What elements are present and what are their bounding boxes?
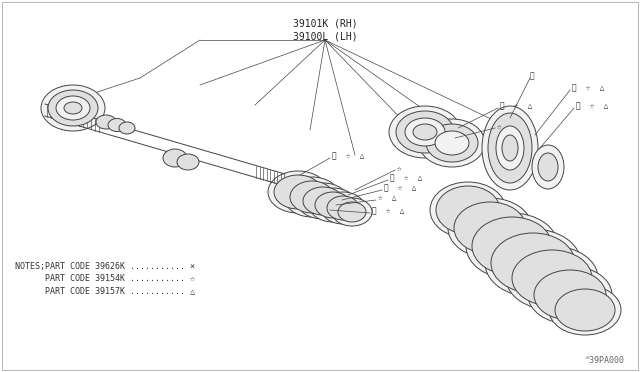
Ellipse shape <box>405 118 445 146</box>
Ellipse shape <box>327 196 359 220</box>
Ellipse shape <box>448 198 532 258</box>
Ellipse shape <box>274 175 322 209</box>
Ellipse shape <box>491 233 575 293</box>
Ellipse shape <box>309 188 357 222</box>
Text: PART CODE 39154K ........... ☆: PART CODE 39154K ........... ☆ <box>15 274 195 283</box>
Ellipse shape <box>303 187 343 215</box>
Ellipse shape <box>413 124 437 140</box>
Ellipse shape <box>290 181 334 213</box>
Ellipse shape <box>532 145 564 189</box>
Ellipse shape <box>488 113 532 183</box>
Text: ※: ※ <box>530 71 534 80</box>
Ellipse shape <box>482 106 538 190</box>
Ellipse shape <box>268 171 328 213</box>
Text: ☆: ☆ <box>397 164 402 173</box>
Text: 39101K (RH)
39100L (LH): 39101K (RH) 39100L (LH) <box>292 18 357 41</box>
Ellipse shape <box>338 202 366 222</box>
Ellipse shape <box>332 198 372 226</box>
Text: ※  ☆  △: ※ ☆ △ <box>390 173 422 183</box>
Ellipse shape <box>538 153 558 181</box>
Text: ※  ☆  △: ※ ☆ △ <box>372 206 404 215</box>
Ellipse shape <box>119 122 135 134</box>
Text: ☆: ☆ <box>497 122 502 131</box>
Ellipse shape <box>396 111 454 153</box>
Ellipse shape <box>435 131 469 155</box>
Ellipse shape <box>177 154 199 170</box>
Ellipse shape <box>419 119 485 167</box>
Ellipse shape <box>466 213 558 279</box>
Ellipse shape <box>528 266 612 324</box>
Ellipse shape <box>502 135 518 161</box>
Text: ^39PA000: ^39PA000 <box>585 356 625 365</box>
Ellipse shape <box>96 115 116 129</box>
Ellipse shape <box>284 177 340 217</box>
Ellipse shape <box>534 270 606 320</box>
Text: ※  ☆  △: ※ ☆ △ <box>332 151 364 160</box>
Ellipse shape <box>512 250 592 306</box>
Ellipse shape <box>485 229 581 297</box>
Text: ※  ☆  △: ※ ☆ △ <box>572 83 604 93</box>
Ellipse shape <box>555 289 615 331</box>
Ellipse shape <box>454 202 526 254</box>
Ellipse shape <box>426 124 478 162</box>
Ellipse shape <box>108 119 126 131</box>
Text: PART CODE 39157K ........... △: PART CODE 39157K ........... △ <box>15 286 195 295</box>
Ellipse shape <box>315 192 351 218</box>
Ellipse shape <box>321 192 365 224</box>
Text: ※  ☆  △: ※ ☆ △ <box>500 102 532 110</box>
Text: NOTES;PART CODE 39626K ........... ×: NOTES;PART CODE 39626K ........... × <box>15 262 195 271</box>
Ellipse shape <box>496 126 524 170</box>
Ellipse shape <box>163 149 187 167</box>
Ellipse shape <box>549 285 621 335</box>
Ellipse shape <box>48 90 98 126</box>
Ellipse shape <box>430 182 506 238</box>
Ellipse shape <box>436 186 500 234</box>
Ellipse shape <box>472 217 552 275</box>
Ellipse shape <box>64 102 82 114</box>
Ellipse shape <box>56 96 90 120</box>
Ellipse shape <box>506 246 598 310</box>
Ellipse shape <box>41 85 105 131</box>
Ellipse shape <box>389 106 461 158</box>
Text: ※  ☆  △: ※ ☆ △ <box>384 183 417 192</box>
Text: ※  ☆  △: ※ ☆ △ <box>576 102 609 110</box>
Text: ☆  △: ☆ △ <box>378 193 397 202</box>
Ellipse shape <box>297 183 349 219</box>
